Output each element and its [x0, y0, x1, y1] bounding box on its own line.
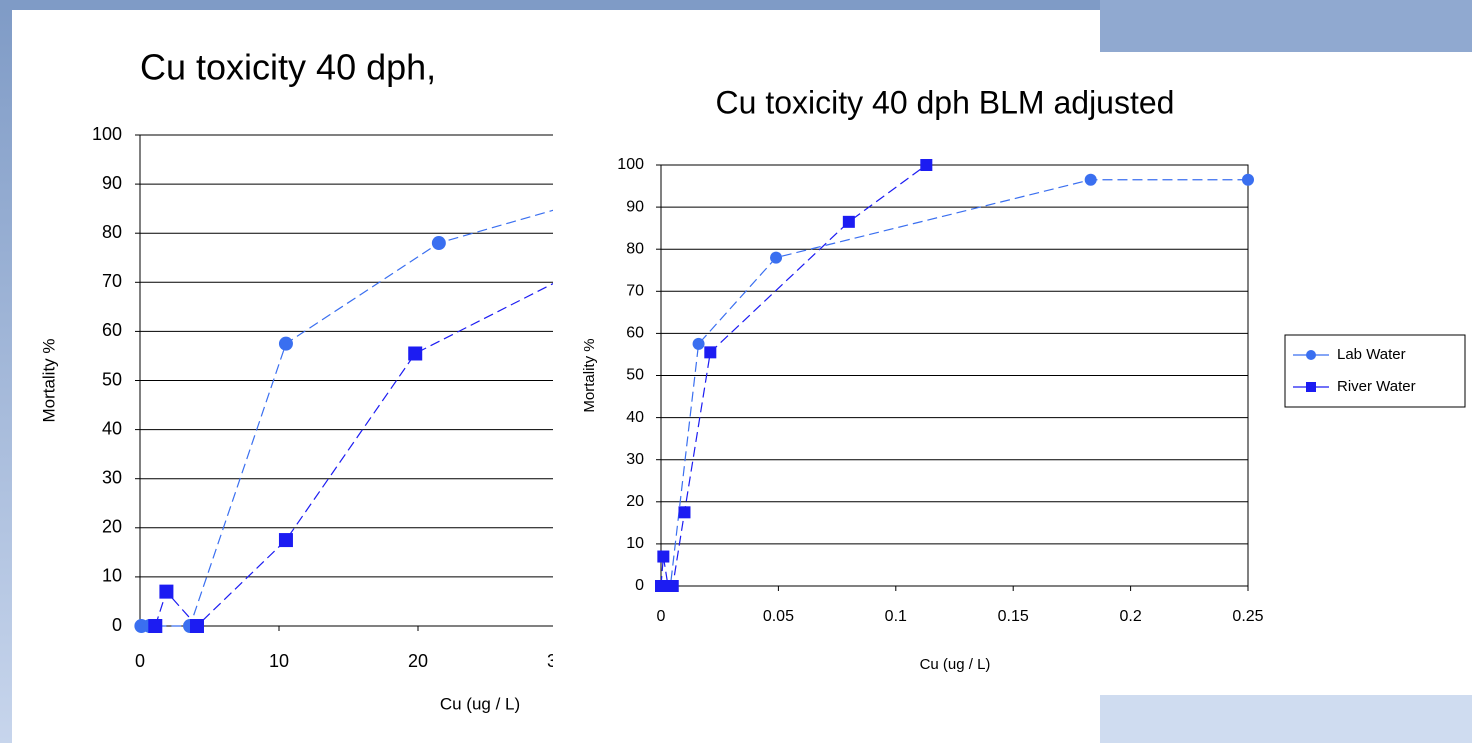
- chart-title: Cu toxicity 40 dph BLM adjusted: [716, 84, 1175, 120]
- y-tick-label: 80: [626, 240, 644, 257]
- legend-label: River Water: [1337, 378, 1416, 395]
- x-tick-label: 0.15: [998, 608, 1029, 625]
- marker: [159, 584, 174, 599]
- y-tick-label: 30: [626, 451, 644, 468]
- x-tick-label: 0: [657, 608, 666, 625]
- marker: [278, 533, 293, 548]
- marker: [431, 236, 446, 251]
- y-tick-label: 90: [102, 173, 122, 193]
- marker: [278, 336, 293, 351]
- marker: [1242, 173, 1254, 186]
- y-tick-label: 10: [626, 535, 644, 552]
- bottom-right-panel: [1100, 695, 1472, 743]
- marker: [704, 346, 717, 359]
- y-tick-label: 50: [626, 367, 644, 384]
- marker: [842, 215, 855, 228]
- chart-right: Cu toxicity 40 dph BLM adjusted 0 10 20 30 40…: [581, 84, 1466, 673]
- x-tick-label: 0.1: [885, 608, 907, 625]
- y-tick-label: 100: [92, 124, 122, 144]
- y-tick-label: 0: [635, 577, 644, 594]
- y-tick-label: 50: [102, 369, 122, 389]
- legend-box: [1284, 334, 1466, 408]
- marker: [770, 251, 783, 264]
- marker: [148, 619, 163, 633]
- x-tick-label: 0.2: [1119, 608, 1141, 625]
- x-axis-label: Cu (ug / L): [920, 656, 991, 673]
- top-right-panel: [1100, 0, 1472, 52]
- y-tick-label: 20: [626, 493, 644, 510]
- y-tick-label: 90: [626, 198, 644, 215]
- marker: [408, 346, 423, 361]
- y-tick-label: 60: [102, 320, 122, 340]
- x-tick-label: 0.25: [1232, 608, 1263, 625]
- y-axis-label: Mortality %: [581, 338, 598, 412]
- legend-marker: [1306, 382, 1316, 392]
- y-tick-label: 80: [102, 222, 122, 242]
- y-tick-label: 40: [626, 409, 644, 426]
- y-tick-label: 30: [102, 467, 122, 487]
- y-tick-label: 70: [102, 271, 122, 291]
- y-tick-label: 0: [112, 615, 122, 635]
- marker: [657, 550, 670, 563]
- y-tick-label: 70: [626, 283, 644, 300]
- top-stripe: [0, 0, 1472, 10]
- legend-label: Lab Water: [1337, 346, 1406, 363]
- y-tick-label: 100: [617, 156, 644, 173]
- x-axis-label: Cu (ug / L): [440, 694, 520, 713]
- marker: [678, 506, 691, 519]
- y-tick-label: 60: [626, 325, 644, 342]
- y-axis-label: Mortality %: [39, 338, 58, 422]
- y-tick-label: 10: [102, 566, 122, 586]
- marker: [692, 337, 705, 350]
- x-tick-label: 10: [269, 651, 289, 671]
- marker: [189, 619, 204, 633]
- marker: [1084, 173, 1097, 186]
- x-tick-label: 0.05: [763, 608, 794, 625]
- y-tick-label: 40: [102, 418, 122, 438]
- y-tick-label: 20: [102, 517, 122, 537]
- x-tick-label: 20: [408, 651, 428, 671]
- marker: [920, 159, 933, 171]
- marker: [666, 580, 679, 592]
- left-stripe: [0, 0, 12, 743]
- legend-marker: [1306, 350, 1316, 360]
- chart-title: Cu toxicity 40 dph,: [140, 47, 436, 88]
- x-tick-label: 0: [135, 651, 145, 671]
